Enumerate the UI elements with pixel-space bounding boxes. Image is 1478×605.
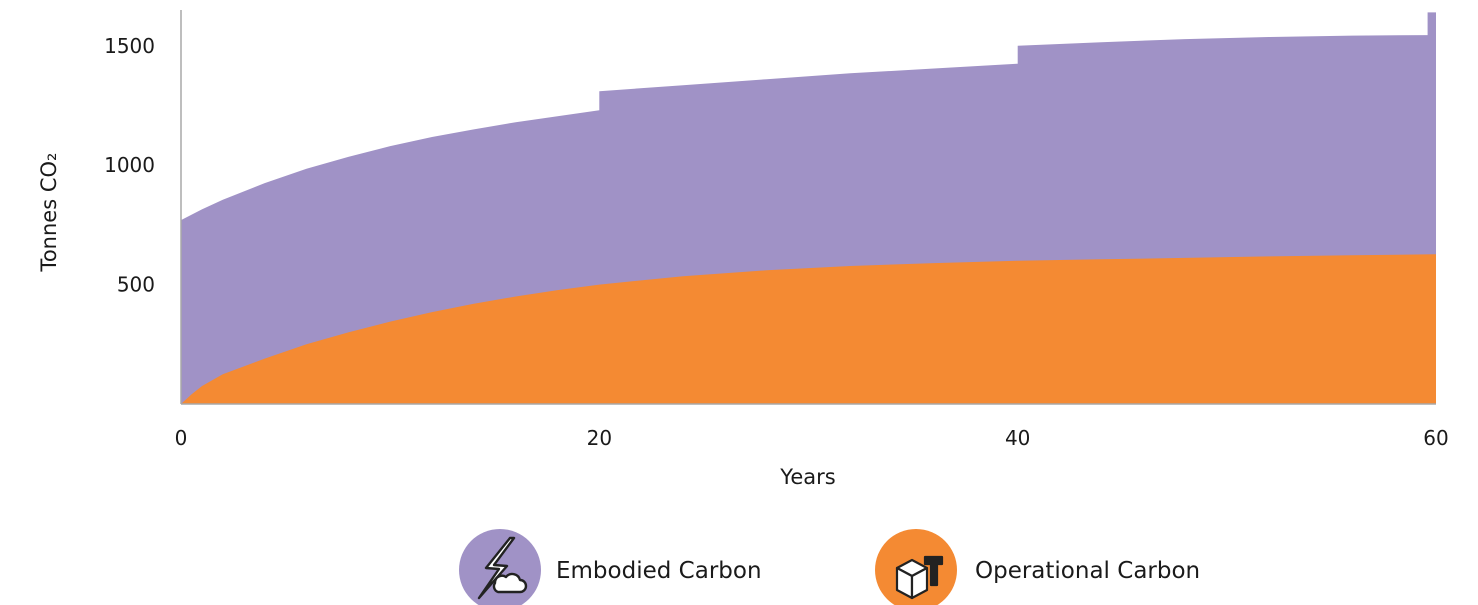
- legend: Embodied Carbon Operational Carbon: [459, 529, 1200, 605]
- x-tick-label: 40: [1005, 426, 1030, 450]
- x-axis-title: Years: [779, 465, 835, 489]
- legend-label-embodied: Embodied Carbon: [556, 558, 762, 584]
- legend-item-operational: Operational Carbon: [875, 529, 1200, 605]
- y-axis-title: Tonnes CO₂: [37, 153, 61, 273]
- building-tools-glyph: [895, 555, 944, 600]
- x-tick-label: 60: [1423, 426, 1448, 450]
- y-tick-label: 1000: [104, 153, 155, 177]
- y-tick-labels: 500 1000 1500: [104, 34, 155, 297]
- area-operational-carbon: [181, 254, 1436, 404]
- x-tick-labels: 0 20 40 60: [175, 426, 1449, 450]
- y-tick-label: 500: [117, 273, 155, 297]
- y-tick-label: 1500: [104, 34, 155, 58]
- chart-areas: [181, 12, 1436, 405]
- x-tick-label: 20: [587, 426, 612, 450]
- legend-label-operational: Operational Carbon: [975, 558, 1200, 584]
- lightning-co2-cloud-glyph: [477, 536, 528, 600]
- x-tick-label: 0: [175, 426, 188, 450]
- legend-item-embodied: Embodied Carbon: [459, 529, 762, 605]
